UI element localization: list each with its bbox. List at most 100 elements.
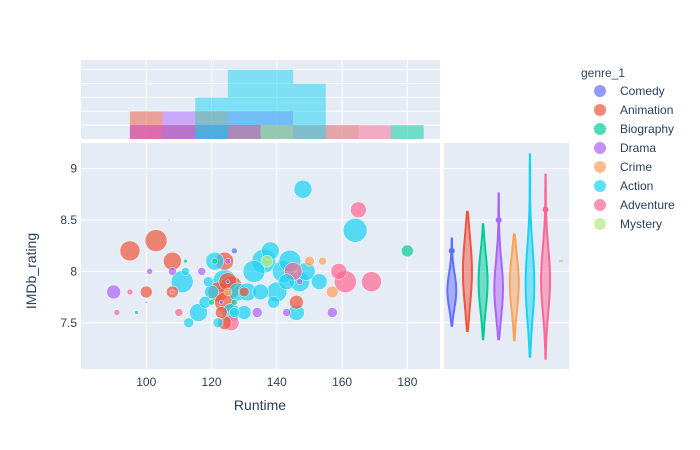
legend-item-adventure[interactable]: Adventure xyxy=(594,198,675,212)
scatter-point-comedy xyxy=(219,299,224,305)
scatter-point-action xyxy=(229,307,240,318)
legend-label: Mystery xyxy=(620,217,662,231)
legend-label: Biography xyxy=(620,122,674,136)
violin-adventure xyxy=(540,173,551,360)
legend-label: Action xyxy=(620,179,653,193)
legend: genre_1 Comedy Animation Biography Drama Cri… xyxy=(581,66,675,231)
legend-label: Drama xyxy=(620,141,656,155)
y-tick-label: 9 xyxy=(70,162,77,176)
y-axis-title: IMDb_rating xyxy=(23,233,39,309)
scatter-point-animation xyxy=(140,285,153,299)
scatter-point-action xyxy=(252,283,269,301)
legend-marker xyxy=(594,104,606,116)
hist-bar-adventure xyxy=(358,125,392,139)
hist-bar-mystery xyxy=(260,125,294,139)
legend-label: Crime xyxy=(620,160,652,174)
violin-crime xyxy=(508,233,520,342)
scatter-point-drama xyxy=(168,267,177,276)
scatter-point-action xyxy=(203,276,214,287)
legend-item-mystery[interactable]: Mystery xyxy=(594,217,662,231)
marginal-violins xyxy=(446,153,564,360)
scatter-point-biography xyxy=(211,257,219,265)
scatter-point-drama xyxy=(296,278,303,285)
scatter-point-action xyxy=(212,317,224,329)
marginal-histogram xyxy=(129,69,424,139)
scatter-point-drama xyxy=(282,308,291,317)
scatter-point-comedy xyxy=(225,279,231,284)
scatter-point-drama xyxy=(197,267,207,276)
legend-item-crime[interactable]: Crime xyxy=(594,160,652,174)
legend-marker xyxy=(594,218,606,230)
x-tick-label: 120 xyxy=(202,375,222,389)
scatter-point-drama xyxy=(106,284,121,300)
scatter-point-adventure xyxy=(113,309,121,316)
x-tick-label: 100 xyxy=(136,375,156,389)
y-tick-label: 8.5 xyxy=(60,213,77,227)
violin-point-drama xyxy=(495,217,502,224)
hist-bar-action xyxy=(293,83,326,139)
legend-title: genre_1 xyxy=(581,66,625,80)
scatter-point-animation xyxy=(119,240,141,262)
legend-item-comedy[interactable]: Comedy xyxy=(594,84,665,98)
legend-label: Adventure xyxy=(620,198,675,212)
legend-marker xyxy=(594,161,606,173)
scatter-point-drama xyxy=(224,257,232,265)
x-tick-label: 180 xyxy=(397,375,417,389)
scatter-point-action xyxy=(278,273,295,290)
scatter-point-action xyxy=(183,317,194,329)
axis-ticks: 100 120 140 160 180 7.5 8 8.5 9 xyxy=(60,162,417,389)
scatter-point-crime xyxy=(326,285,339,299)
scatter-plot xyxy=(106,179,414,332)
legend-marker xyxy=(594,180,606,192)
scatter-point-action xyxy=(293,179,313,199)
legend-item-action[interactable]: Action xyxy=(594,179,653,193)
hist-bar-biography xyxy=(391,125,424,139)
scatter-point-adventure xyxy=(330,263,348,280)
legend-item-drama[interactable]: Drama xyxy=(594,141,656,155)
scatter-point-adventure xyxy=(174,308,184,317)
scatter-point-action xyxy=(242,260,266,283)
scatter-point-biography xyxy=(208,298,215,306)
scatter-point-adventure xyxy=(361,271,382,292)
hist-bar-action xyxy=(195,97,228,139)
x-tick-label: 140 xyxy=(267,375,287,389)
scatter-point-comedy xyxy=(145,300,148,304)
violin-biography xyxy=(477,223,489,341)
scatter-point-comedy xyxy=(231,247,238,255)
violin-drama xyxy=(493,192,505,341)
violin-action xyxy=(524,153,536,358)
scatter-point-adventure xyxy=(350,201,367,219)
legend-marker xyxy=(594,85,606,97)
scatter-point-biography xyxy=(134,310,139,315)
scatter-point-action xyxy=(267,295,280,309)
y-tick-label: 8 xyxy=(70,264,77,278)
scatter-point-drama xyxy=(327,307,338,318)
scatter-point-crime xyxy=(318,256,327,266)
legend-label: Animation xyxy=(620,103,673,117)
scatter-point-animation xyxy=(289,294,304,310)
hist-bar-crime xyxy=(325,125,359,139)
hist-bar-drama xyxy=(162,111,196,139)
violin-animation xyxy=(461,210,473,332)
scatter-point-animation xyxy=(144,229,168,252)
scatter-point-adventure xyxy=(170,289,175,295)
scatter-point-drama xyxy=(146,268,153,275)
scatter-point-action xyxy=(181,267,190,276)
scatter-point-biography xyxy=(183,258,188,264)
y-tick-label: 7.5 xyxy=(60,316,77,330)
scatter-point-mystery xyxy=(260,254,274,268)
legend-marker xyxy=(594,123,606,135)
legend-marker xyxy=(594,199,606,211)
scatter-point-animation xyxy=(215,306,228,319)
x-tick-label: 160 xyxy=(332,375,352,389)
scatter-point-crime xyxy=(223,287,233,297)
scatter-point-animation xyxy=(238,286,250,298)
scatter-point-biography xyxy=(401,244,414,258)
legend-item-animation[interactable]: Animation xyxy=(594,103,673,117)
legend-label: Comedy xyxy=(620,84,665,98)
violin-point-comedy xyxy=(448,247,455,254)
scatter-point-drama xyxy=(251,307,263,318)
legend-item-biography[interactable]: Biography xyxy=(594,122,674,136)
violin-point-adventure xyxy=(542,206,549,213)
scatter-point-action xyxy=(310,273,328,290)
